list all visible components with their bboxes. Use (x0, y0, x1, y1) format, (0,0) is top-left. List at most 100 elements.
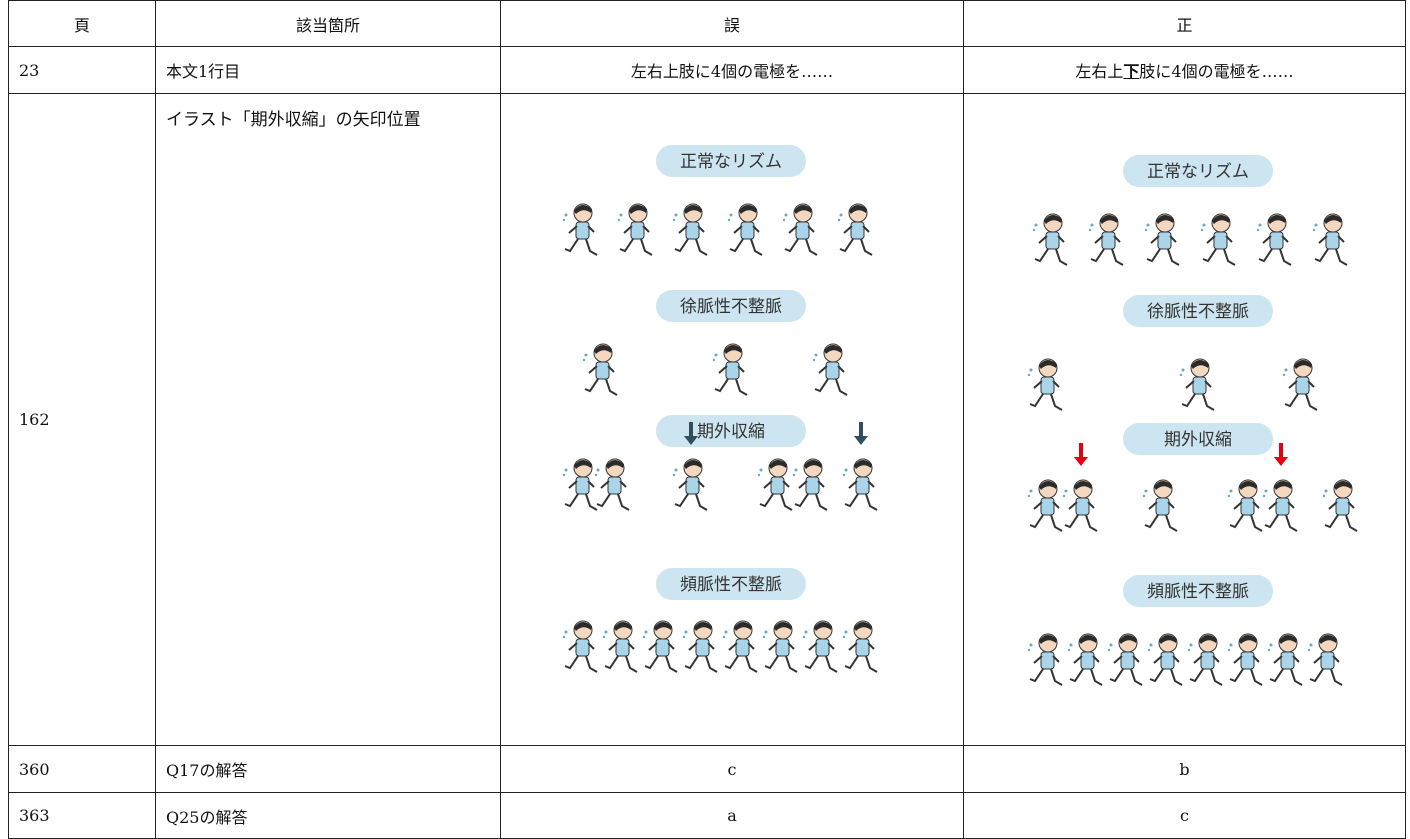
row: 363 Q25の解答 a c (8, 792, 1406, 839)
correct-cell: 左右上下肢に4個の電極を…… (963, 46, 1406, 94)
wrong-cell: 左右上肢に4個の電極を…… (500, 46, 964, 94)
runner (1141, 479, 1178, 532)
pill-bg (1123, 423, 1273, 455)
label-pill: 徐脈性不整脈 (1123, 295, 1273, 327)
runner (1026, 479, 1063, 532)
pill-label: 期外収縮 (1164, 430, 1232, 450)
header-cell: 正 (963, 0, 1406, 47)
label-pill: 正常なリズム (1123, 155, 1273, 187)
text: 左右上 (1075, 62, 1124, 81)
runner (671, 458, 708, 511)
label-pill: 期外収縮 (1123, 423, 1273, 455)
header-row: 頁 該当箇所 誤 正 (8, 0, 1406, 47)
wrong-cell: a (500, 792, 964, 839)
pill-label: 頻脈性不整脈 (680, 575, 782, 595)
runner (1261, 479, 1298, 532)
page-cell: 360 (8, 745, 156, 793)
corrected-text: 下 (1123, 62, 1140, 81)
wrong-cell: 正常なリズム 徐脈性不整脈 期外収縮頻脈性不整脈 (500, 93, 964, 746)
pill-bg (1123, 155, 1273, 187)
page-cell: 162 (8, 93, 156, 746)
arrow (854, 422, 868, 445)
row: 23 本文1行目 左右上肢に4個の電極を…… 左右上下肢に4個の電極を…… (8, 46, 1406, 94)
runner (616, 203, 653, 256)
pill-bg (656, 145, 806, 177)
location-cell: Q25の解答 (155, 792, 501, 839)
runner (841, 458, 878, 511)
runner (1026, 358, 1063, 411)
pill-label: 正常なリズム (1147, 162, 1249, 182)
page-cell: 23 (8, 46, 156, 94)
row: 360 Q17の解答 c b (8, 745, 1406, 793)
runner (1061, 479, 1098, 532)
location-cell: 本文1行目 (155, 46, 501, 94)
runner (561, 620, 598, 673)
runner (1026, 633, 1063, 686)
runner (791, 458, 828, 511)
pill-label: 正常なリズム (680, 152, 782, 172)
runner (756, 458, 793, 511)
label-pill: 正常なリズム (656, 145, 806, 177)
runner (1106, 633, 1143, 686)
correct-cell: c (963, 792, 1406, 839)
arrow (684, 422, 698, 445)
runner (601, 620, 638, 673)
correct-cell: 正常なリズム 徐脈性不整脈 期外収縮頻脈性不整脈 (963, 93, 1406, 746)
runner (1178, 358, 1215, 411)
row: 162 イラスト「期外収縮」の矢印位置 正常なリズム 徐脈性不整脈 期外収縮 頻脈性不… (8, 93, 1406, 746)
errata-table: 頁 該当箇所 誤 正 23 本文1行目 左右上肢に4個の電極を…… 左右上下肢に… (8, 0, 1406, 839)
correct-cell: b (963, 745, 1406, 793)
header-cell: 誤 (500, 0, 964, 47)
pill-label: 徐脈性不整脈 (680, 297, 782, 317)
runner (671, 203, 708, 256)
runner (1281, 358, 1318, 411)
runner (593, 458, 630, 511)
runner (841, 620, 878, 673)
pill-label: 頻脈性不整脈 (1147, 582, 1249, 602)
runner (641, 620, 678, 673)
runner (561, 458, 598, 511)
label-pill: 頻脈性不整脈 (1123, 575, 1273, 607)
runner (1199, 213, 1236, 266)
runner (1087, 213, 1124, 266)
runner (811, 343, 848, 396)
pill-label: 徐脈性不整脈 (1147, 302, 1249, 322)
label-pill: 徐脈性不整脈 (656, 290, 806, 322)
runner (681, 620, 718, 673)
header-cell: 該当箇所 (155, 0, 501, 47)
arrow (1274, 443, 1288, 466)
text: 肢に4個の電極を…… (1139, 62, 1294, 81)
runner (1066, 633, 1103, 686)
pill-bg (656, 290, 806, 322)
page-cell: 363 (8, 792, 156, 839)
location-cell: イラスト「期外収縮」の矢印位置 (155, 93, 501, 746)
runner (711, 343, 748, 396)
runner (726, 203, 763, 256)
runner (1321, 479, 1358, 532)
runner (761, 620, 798, 673)
label-pill: 期外収縮 (656, 415, 806, 447)
runner (1311, 213, 1348, 266)
arrow (1074, 443, 1088, 466)
location-cell: Q17の解答 (155, 745, 501, 793)
runner (721, 620, 758, 673)
pill-bg (1123, 295, 1273, 327)
runner (801, 620, 838, 673)
label-pill: 頻脈性不整脈 (656, 568, 806, 600)
wrong-cell: c (500, 745, 964, 793)
runner (1031, 213, 1068, 266)
header-cell: 頁 (8, 0, 156, 47)
runner (1186, 633, 1223, 686)
runner (1226, 633, 1263, 686)
runner (1266, 633, 1303, 686)
runner (1226, 479, 1263, 532)
runner (781, 203, 818, 256)
pill-bg (1123, 575, 1273, 607)
runner (1143, 213, 1180, 266)
pill-label: 期外収縮 (697, 422, 765, 442)
runner (581, 343, 618, 396)
runner (1146, 633, 1183, 686)
